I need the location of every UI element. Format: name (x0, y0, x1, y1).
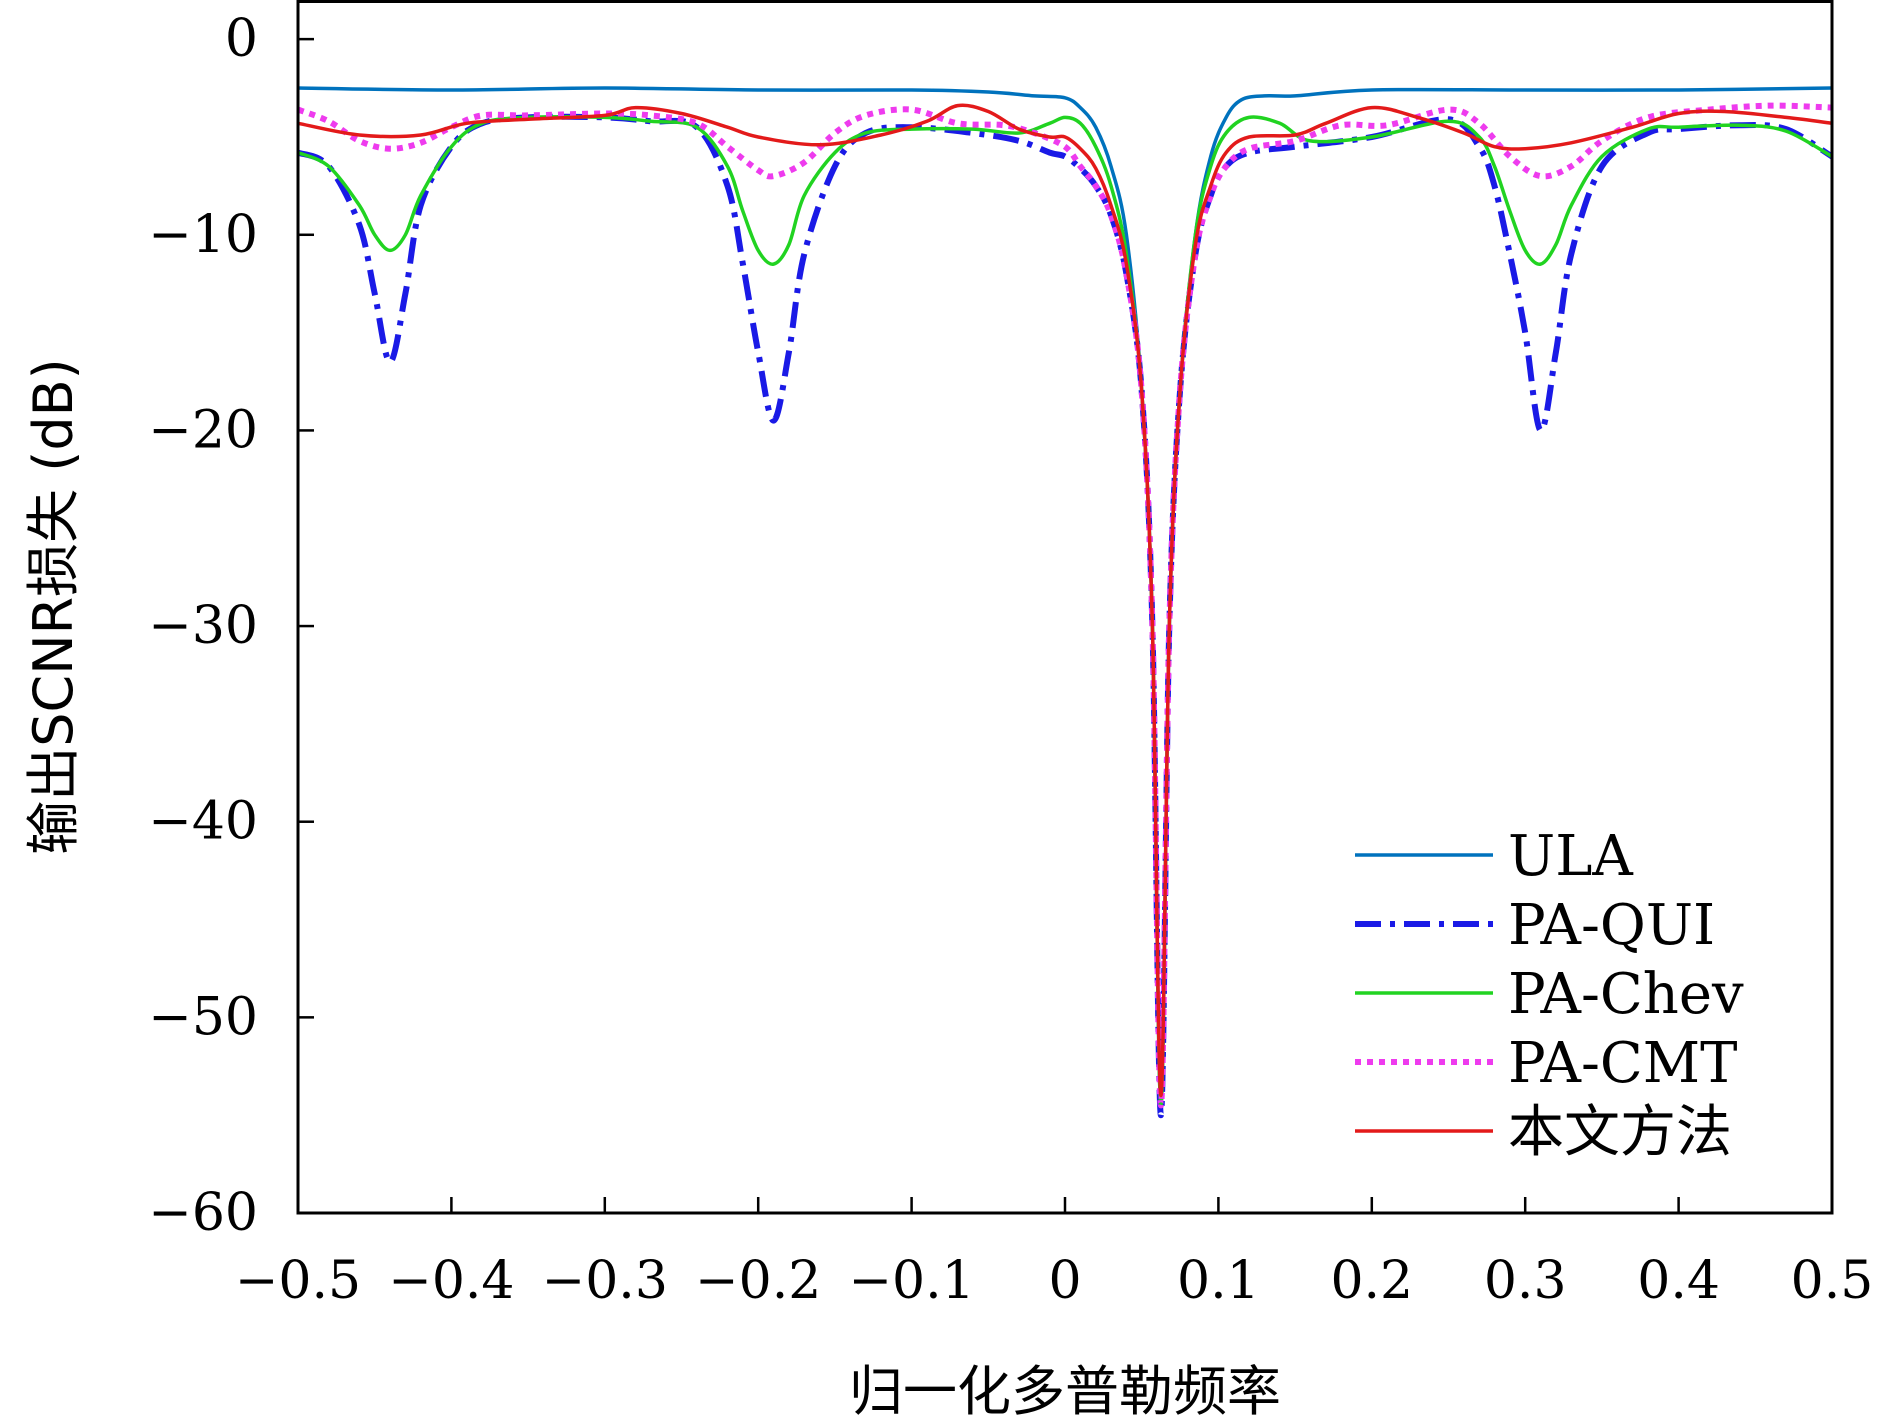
legend-label-1: PA-QUI (1508, 893, 1715, 958)
legend-label-4: 本文方法 (1508, 1100, 1732, 1165)
y-tick-label: −30 (148, 596, 258, 656)
series-lines (296, 86, 1834, 1119)
x-tick-label: −0.4 (388, 1251, 514, 1311)
x-tick-label: 0.5 (1791, 1251, 1874, 1311)
y-axis-title: 输出SCNR损失 (dB) (22, 358, 85, 855)
x-tick-label: 0.4 (1637, 1251, 1720, 1311)
x-tick-label: −0.3 (542, 1251, 668, 1311)
y-tick-label: −10 (148, 205, 258, 265)
y-tick-label: −40 (148, 792, 258, 852)
axis-ticks (296, 37, 1834, 1215)
x-tick-label: 0.2 (1330, 1251, 1413, 1311)
x-tick-label: −0.2 (695, 1251, 821, 1311)
legend-label-2: PA-Chev (1508, 962, 1744, 1027)
x-tick-label: −0.1 (848, 1251, 974, 1311)
y-tick-label: −20 (148, 400, 258, 460)
series-line-4 (297, 103, 1833, 1098)
axis-tick-labels: −0.5 −0.4 −0.3 −0.2 −0.1 0 0.1 0.2 0.3 0.4 0.5 0 −10… (148, 9, 1873, 1311)
x-tick-label: 0.3 (1484, 1251, 1567, 1311)
x-axis-title: 归一化多普勒频率 (849, 1360, 1281, 1423)
y-tick-label: −50 (148, 987, 258, 1047)
legend-label-0: ULA (1508, 824, 1633, 889)
y-tick-label: 0 (225, 9, 258, 69)
x-tick-label: −0.5 (235, 1251, 361, 1311)
x-tick-label: 0.1 (1177, 1251, 1260, 1311)
legend-label-3: PA-CMT (1508, 1031, 1737, 1096)
x-tick-label: 0 (1048, 1251, 1081, 1311)
y-tick-label: −60 (148, 1183, 258, 1243)
